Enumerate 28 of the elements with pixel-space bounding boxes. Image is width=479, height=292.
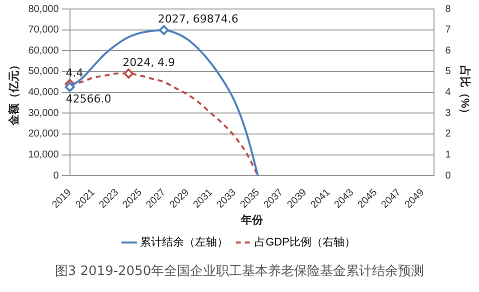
text: 图3 2019-2050年全国企业职工基本养老保险基金累计结余预测 bbox=[54, 263, 426, 280]
y-tick-label: 80,000 bbox=[28, 4, 60, 15]
data-label: 42566.0 bbox=[66, 92, 112, 106]
y-tick-label: 70,000 bbox=[28, 24, 60, 36]
y2-tick-label: 6 bbox=[445, 45, 452, 56]
data-label: 2024, 4.9 bbox=[122, 56, 176, 69]
x-axis-title: 年份 bbox=[240, 213, 264, 226]
y-tick-label: 40,000 bbox=[28, 87, 60, 98]
data-label: 2027, 69874.6 bbox=[158, 12, 238, 26]
y-tick-label: 0 bbox=[53, 170, 60, 182]
legend-label: 占GDP比例（右轴） bbox=[254, 236, 356, 249]
y2-tick-label: 8 bbox=[445, 4, 452, 15]
data-label: 4.4 bbox=[66, 66, 84, 80]
y2-axis-title: 占比（%） bbox=[458, 65, 472, 120]
y-tick-label: 50,000 bbox=[28, 66, 60, 78]
y-tick-label: 60,000 bbox=[28, 45, 60, 56]
y2-tick-label: 5 bbox=[445, 66, 452, 78]
y-tick-label: 10,000 bbox=[28, 150, 60, 161]
y2-tick-label: 4 bbox=[445, 87, 452, 98]
y2-tick-label: 7 bbox=[445, 24, 452, 36]
y-axis-title: 金额（亿元） bbox=[8, 59, 21, 126]
y-tick-label: 30,000 bbox=[28, 108, 60, 119]
y2-tick-label: 3 bbox=[445, 108, 452, 119]
legend-label: 累计结余（左轴） bbox=[140, 236, 228, 249]
y-tick-label: 20,000 bbox=[28, 128, 60, 140]
y2-tick-label: 0 bbox=[445, 170, 452, 182]
y2-tick-label: 1 bbox=[445, 150, 452, 161]
y2-tick-label: 2 bbox=[445, 128, 452, 140]
